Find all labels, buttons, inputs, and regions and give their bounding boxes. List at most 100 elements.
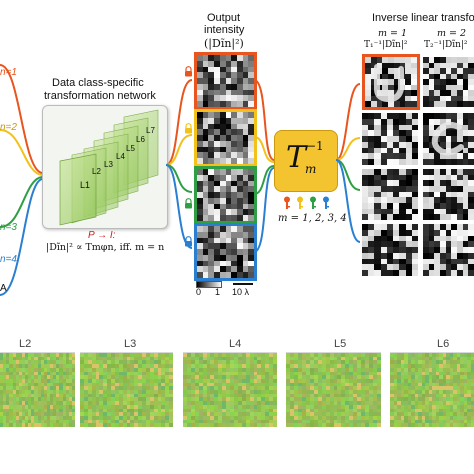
inverse-pixel <box>440 57 446 63</box>
phase-pixel <box>321 360 326 365</box>
phase-pixel <box>169 382 173 387</box>
inverse-pixel <box>368 186 376 192</box>
phase-pixel <box>87 401 92 406</box>
inverse-pixel <box>411 130 418 137</box>
inverse-pixel <box>451 90 458 97</box>
inverse-pixel <box>399 118 407 125</box>
phase-pixel <box>237 404 242 409</box>
inverse-pixel <box>380 169 388 175</box>
phase-pixel <box>80 378 84 383</box>
phase-pixel <box>111 371 115 376</box>
phase-pixel <box>194 408 199 413</box>
inverse-pixel <box>405 214 413 220</box>
inverse-pixel <box>362 113 369 119</box>
phase-pixel <box>53 404 58 409</box>
phase-pixel <box>345 360 350 365</box>
inverse-pixel <box>405 203 413 209</box>
phase-pixel <box>202 423 207 427</box>
inverse-pixel <box>365 95 371 102</box>
phase-pixel <box>218 412 223 417</box>
inverse-pixel <box>428 241 435 248</box>
phase-pixel <box>53 375 58 380</box>
intensity-pixel <box>225 123 232 130</box>
intensity-pixel <box>225 266 232 273</box>
intensity-pixel <box>197 129 203 136</box>
phase-pixel <box>257 378 262 383</box>
phase-pixel <box>126 408 131 413</box>
intensity-pixel <box>214 146 221 153</box>
phase-pixel <box>46 419 51 424</box>
inverse-pixel <box>393 252 401 259</box>
inverse-pixel <box>386 180 394 187</box>
phase-pixel <box>218 371 223 376</box>
inverse-pixel <box>393 79 400 86</box>
phase-pixel <box>428 397 433 402</box>
phase-pixel <box>361 356 366 361</box>
phase-pixel <box>313 356 318 361</box>
phase-pixel <box>449 367 454 372</box>
phase-pixel <box>257 415 262 420</box>
phase-pixel <box>265 356 270 361</box>
phase-pixel <box>265 397 270 402</box>
phase-pixel <box>142 423 146 427</box>
intensity-pixel <box>197 83 203 90</box>
intensity-pixel <box>236 260 243 267</box>
phase-pixel <box>325 412 330 417</box>
inverse-pixel <box>362 147 369 154</box>
phase-pixel <box>6 367 11 372</box>
intensity-pixel <box>236 192 243 199</box>
phase-pixel <box>439 382 443 387</box>
phase-pixel <box>62 401 67 406</box>
phase-pixel <box>126 367 131 372</box>
phase-pixel <box>153 404 158 409</box>
phase-pixel <box>145 415 150 420</box>
intensity-pixel <box>225 254 232 261</box>
phase-pixel <box>393 401 398 406</box>
phase-pixel <box>241 397 246 402</box>
inverse-pixel <box>370 84 377 91</box>
phase-pixel <box>456 408 461 413</box>
inverse-pixel <box>457 153 463 160</box>
intensity-pixel <box>208 209 215 216</box>
phase-pixel <box>317 382 322 387</box>
phase-pixel <box>169 375 173 380</box>
phase-pixel <box>435 404 440 409</box>
phase-pixel <box>218 393 223 398</box>
phase-pixel <box>377 415 381 420</box>
phase-pixel <box>301 408 306 413</box>
phase-pixel <box>95 408 100 413</box>
inverse-pixel <box>440 130 446 137</box>
phase-pixel <box>305 390 310 394</box>
inverse-pixel <box>440 258 446 265</box>
phase-pixel <box>134 397 139 402</box>
phase-pixel <box>169 356 173 361</box>
phase-pixel <box>293 390 298 394</box>
inverse-pixel <box>434 186 441 192</box>
phase-pixel <box>71 353 75 357</box>
phase-pixel <box>87 397 92 402</box>
phase-pixel <box>297 356 302 361</box>
phase-pixel <box>361 375 366 380</box>
phase-pixel <box>249 386 254 391</box>
phase-pixel <box>421 408 426 413</box>
phase-pixel <box>377 423 381 427</box>
inverse-pixel <box>411 214 418 220</box>
phase-pixel <box>463 356 468 361</box>
phase-pixel <box>206 423 211 427</box>
phase-pixel <box>460 408 464 413</box>
phase-pixel <box>15 390 20 394</box>
phase-pixel <box>161 404 166 409</box>
phase-pixel <box>103 397 108 402</box>
intensity-pixel <box>236 112 243 118</box>
intensity-pixel <box>231 112 238 118</box>
intensity-pixel <box>202 249 209 256</box>
phase-pixel <box>453 353 457 357</box>
phase-pixel <box>460 371 464 376</box>
phase-pixel <box>449 382 454 387</box>
phase-pixel <box>190 415 195 420</box>
phase-pixel <box>190 375 195 380</box>
inverse-transform-box <box>274 130 338 192</box>
inverse-pixel <box>368 130 376 137</box>
phase-pixel <box>107 375 112 380</box>
inverse-pixel <box>428 186 435 192</box>
